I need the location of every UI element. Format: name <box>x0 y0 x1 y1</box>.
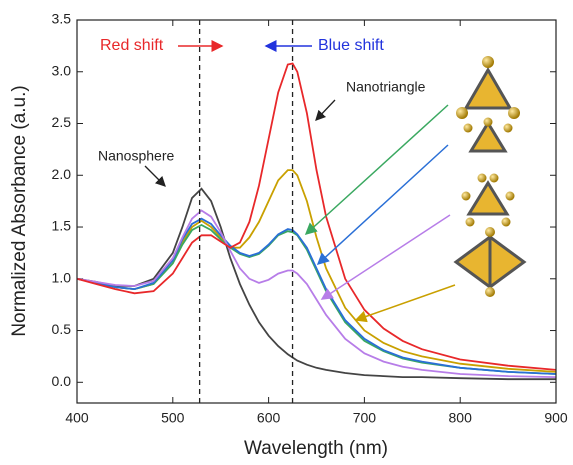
x-tick-label: 600 <box>257 410 281 426</box>
annotation: Nanosphere <box>98 148 174 164</box>
y-tick-label: 1.5 <box>52 218 72 234</box>
x-tick-label: 900 <box>544 410 568 426</box>
y-tick-label: 2.5 <box>52 114 72 130</box>
y-tick-label: 0.0 <box>52 373 72 389</box>
arrow <box>356 285 455 320</box>
annotation: Blue shift <box>318 37 384 54</box>
nanoparticle-icons <box>456 56 524 297</box>
y-tick-label: 2.0 <box>52 166 72 182</box>
x-axis-title: Wavelength (nm) <box>244 438 388 459</box>
x-tick-label: 700 <box>353 410 377 426</box>
arrow <box>316 100 335 120</box>
y-axis-title: Normalized Absorbance (a.u.) <box>9 85 30 336</box>
arrow <box>145 166 165 186</box>
x-tick-label: 400 <box>65 410 89 426</box>
chart: 400 500 600 700 800 900 0.0 0.5 1.0 1.5 2.0 2.5 3.0 3… <box>0 0 573 465</box>
arrow <box>306 105 448 234</box>
x-tick-label: 500 <box>161 410 185 426</box>
y-tick-label: 3.0 <box>52 62 72 78</box>
x-tick-label: 800 <box>449 410 473 426</box>
y-tick-label: 0.5 <box>52 321 72 337</box>
y-tick-label: 1.0 <box>52 269 72 285</box>
arrow <box>322 215 450 299</box>
annotation: Nanotriangle <box>346 79 426 95</box>
annotation: Red shift <box>100 37 164 54</box>
y-tick-label: 3.5 <box>52 11 72 27</box>
